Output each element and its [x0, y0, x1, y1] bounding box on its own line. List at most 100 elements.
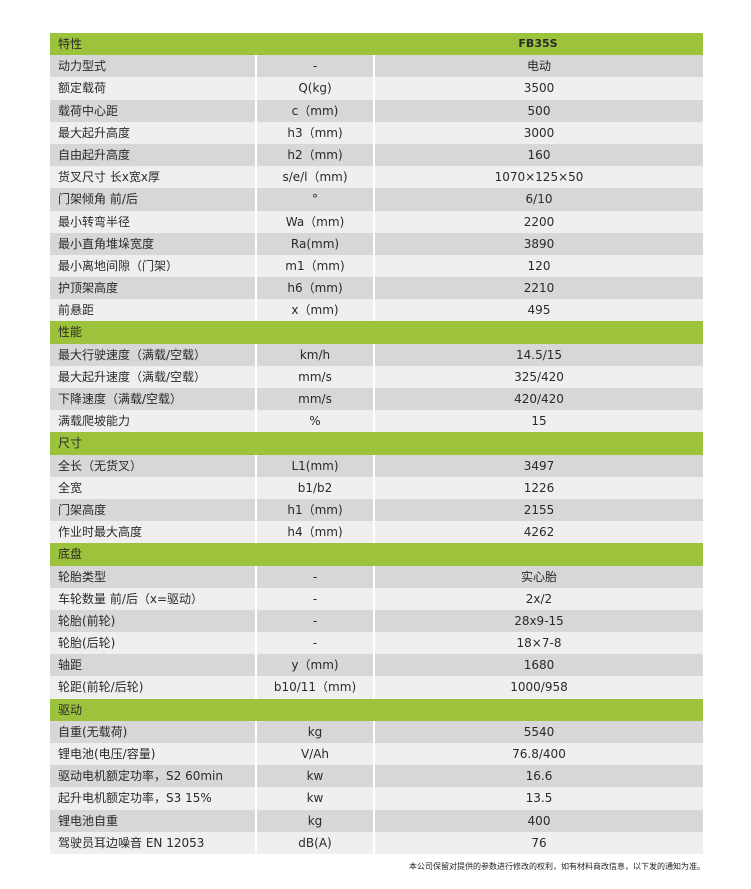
spec-value: 3890 [373, 232, 703, 255]
spec-label: 作业时最大高度 [50, 521, 255, 544]
table-row: 门架高度 h1（mm) 2155 [50, 498, 703, 522]
spec-label: 最小直角堆垛宽度 [50, 232, 255, 255]
spec-value: 15 [373, 410, 703, 433]
section-title: 特性 [58, 37, 83, 51]
spec-unit: h4（mm) [255, 521, 373, 544]
table-row: 满载爬坡能力% 15 [50, 410, 703, 433]
spec-value: 1070×125×50 [373, 166, 703, 189]
spec-label: 最大起升高度 [50, 121, 255, 144]
table-row: 起升电机额定功率，S3 15% kw 13.5 [50, 787, 703, 810]
header-spacer [255, 432, 373, 454]
table-row: 货叉尺寸 长x宽x厚 s/e/l（mm) 1070×125×50 [50, 166, 703, 189]
spec-unit: - [255, 609, 373, 633]
spec-value: 400 [373, 809, 703, 832]
table-row: 最大起升高度 h3（mm) 3000 [50, 121, 703, 144]
model-name: FB35S [518, 37, 558, 50]
table-row: 门架倾角 前/后 ° 6/10 [50, 188, 703, 211]
spec-label: 下降速度（满载/空载） [50, 388, 255, 411]
spec-unit: - [255, 587, 373, 610]
spec-label: 车轮数量 前/后（x=驱动） [50, 587, 255, 610]
spec-label: 护顶架高度 [50, 277, 255, 300]
footnote: 本公司保留对提供的参数进行修改的权利，如有材料商改信息，以下发的通知为准。 [409, 862, 705, 871]
spec-unit: dB(A) [255, 831, 373, 854]
table-row: 全长（无货叉） L1(mm) 3497 [50, 454, 703, 477]
spec-unit: y（mm) [255, 654, 373, 677]
spec-label: 前悬距 [50, 299, 255, 322]
spec-value: 1226 [373, 476, 703, 499]
spec-label: 自由起升高度 [50, 143, 255, 167]
spec-value: 420/420 [373, 388, 703, 411]
spec-value: 5540 [373, 720, 703, 743]
section-header: 驱动 [50, 698, 703, 721]
section-header: 尺寸 [50, 432, 703, 455]
spec-label: 轮胎类型 [50, 565, 255, 588]
spec-value: 18×7-8 [373, 632, 703, 655]
spec-value: 16.6 [373, 765, 703, 788]
spec-value: 76 [373, 831, 703, 854]
spec-label: 轮胎(后轮) [50, 632, 255, 655]
table-row: 自重(无载荷) kg 5540 [50, 720, 703, 743]
table-row: 轴距 y（mm) 1680 [50, 654, 703, 677]
spec-unit: Wa（mm) [255, 210, 373, 233]
spec-value: 2x/2 [373, 587, 703, 610]
spec-unit: s/e/l（mm) [255, 166, 373, 189]
section-title: 驱动 [58, 702, 83, 717]
spec-unit: m1（mm) [255, 254, 373, 278]
spec-unit: - [255, 565, 373, 588]
spec-value: 28x9-15 [373, 609, 703, 633]
table-row: 锂电池(电压/容量) V/Ah 76.8/400 [50, 743, 703, 766]
spec-unit: kg [255, 809, 373, 832]
spec-value: 4262 [373, 521, 703, 544]
section-title: 性能 [58, 325, 83, 340]
spec-value: 13.5 [373, 787, 703, 810]
model-name [373, 432, 703, 454]
spec-label: 轴距 [50, 654, 255, 677]
spec-label: 轮胎(前轮) [50, 609, 255, 633]
spec-unit: Q(kg) [255, 77, 373, 100]
spec-unit: V/Ah [255, 743, 373, 766]
spec-label: 轮距(前轮/后轮) [50, 676, 255, 699]
header-spacer [255, 699, 373, 721]
spec-label: 门架高度 [50, 498, 255, 522]
spec-unit: % [255, 410, 373, 433]
spec-value: 14.5/15 [373, 343, 703, 366]
section-title: 尺寸 [58, 436, 83, 451]
model-name [373, 321, 703, 343]
table-row: 全宽 b1/b2 1226 [50, 476, 703, 499]
table-row: 最大起升速度（满载/空载） mm/s 325/420 [50, 365, 703, 388]
spec-value: 495 [373, 299, 703, 322]
spec-value: 1000/958 [373, 676, 703, 699]
table-row: 驱动电机额定功率，S2 60min kw 16.6 [50, 765, 703, 788]
spec-value: 3497 [373, 454, 703, 477]
spec-unit: h2（mm) [255, 143, 373, 167]
spec-label: 门架倾角 前/后 [50, 188, 255, 211]
model-name [373, 699, 703, 721]
spec-value: 2155 [373, 498, 703, 522]
spec-value: 1680 [373, 654, 703, 677]
spec-label: 全宽 [50, 476, 255, 499]
spec-label: 最小离地间隙（门架） [50, 254, 255, 278]
spec-label: 满载爬坡能力 [50, 410, 255, 433]
spec-unit: L1(mm) [255, 454, 373, 477]
spec-unit: b1/b2 [255, 476, 373, 499]
spec-label: 最小转弯半径 [50, 210, 255, 233]
spec-unit: kg [255, 720, 373, 743]
table-row: 轮胎(前轮) -28x9-15 [50, 609, 703, 633]
model-name [373, 543, 703, 565]
spec-value: 3000 [373, 121, 703, 144]
spec-unit: mm/s [255, 388, 373, 411]
table-row: 下降速度（满载/空载） mm/s 420/420 [50, 388, 703, 411]
spec-unit: - [255, 55, 373, 78]
table-row: 动力型式 - 电动 [50, 55, 703, 78]
table-row: 轮胎(后轮) -18×7-8 [50, 632, 703, 655]
spec-unit: c（mm) [255, 99, 373, 122]
table-row: 轮距(前轮/后轮) b10/11（mm) 1000/958 [50, 676, 703, 699]
spec-label: 载荷中心距 [50, 99, 255, 122]
spec-unit: h6（mm) [255, 277, 373, 300]
section-header: 性能 [50, 321, 703, 344]
header-spacer [255, 321, 373, 343]
spec-label: 自重(无载荷) [50, 720, 255, 743]
spec-label: 起升电机额定功率，S3 15% [50, 787, 255, 810]
spec-value: 500 [373, 99, 703, 122]
spec-unit: h1（mm) [255, 498, 373, 522]
